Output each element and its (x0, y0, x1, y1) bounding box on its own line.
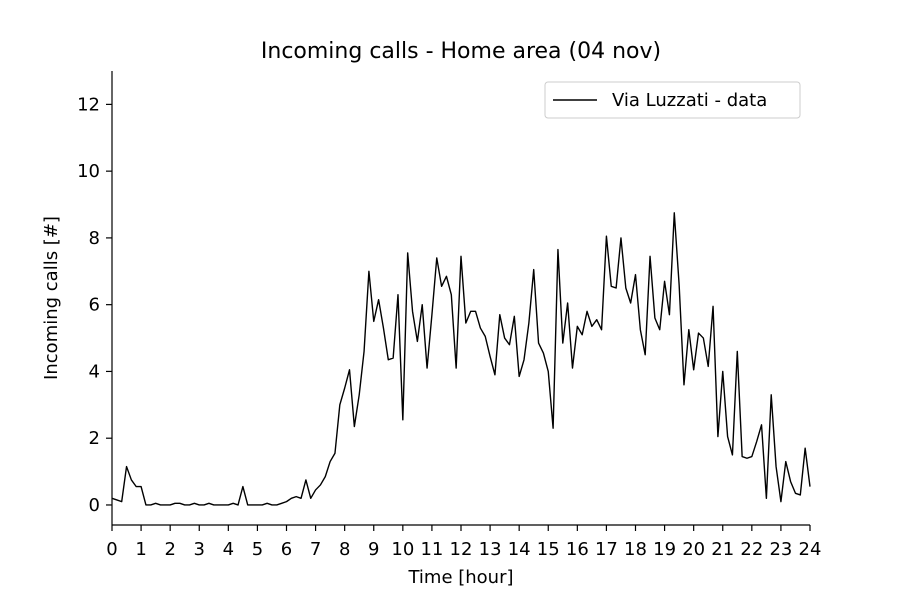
y-axis-label: Incoming calls [#] (41, 216, 62, 380)
x-tick-label: 18 (624, 539, 647, 560)
x-tick-label: 3 (194, 539, 205, 560)
x-tick-label: 1 (135, 539, 146, 560)
x-tick-label: 24 (799, 539, 822, 560)
x-tick-label: 19 (653, 539, 676, 560)
x-tick-label: 2 (164, 539, 175, 560)
y-ticks: 0 2 4 6 8 10 12 (77, 94, 112, 516)
y-tick-label: 12 (77, 94, 100, 115)
x-ticks: 0 1 2 3 4 5 6 7 8 9 10 11 12 13 14 15 16 17 18 19 20 21 22 23 24 (106, 525, 821, 560)
x-tick-label: 11 (420, 539, 443, 560)
legend-label: Via Luzzati - data (612, 90, 767, 111)
y-tick-label: 6 (89, 295, 100, 316)
x-axis-label: Time [hour] (407, 567, 513, 588)
x-tick-label: 16 (566, 539, 589, 560)
legend: Via Luzzati - data (544, 81, 801, 119)
y-tick-label: 8 (89, 228, 100, 249)
x-tick-label: 12 (450, 539, 473, 560)
x-tick-label: 14 (508, 539, 531, 560)
x-tick-label: 13 (479, 539, 502, 560)
chart-title: Incoming calls - Home area (04 nov) (261, 39, 661, 64)
series-line (111, 212, 811, 506)
x-tick-label: 15 (537, 539, 560, 560)
axes (111, 71, 810, 526)
x-tick-label: 5 (252, 539, 263, 560)
series-layer (111, 212, 811, 506)
y-tick-label: 10 (77, 161, 100, 182)
x-tick-label: 20 (682, 539, 705, 560)
x-tick-label: 6 (281, 539, 292, 560)
x-tick-label: 7 (310, 539, 321, 560)
x-tick-label: 23 (769, 539, 792, 560)
legend-box (544, 81, 801, 119)
x-tick-label: 9 (368, 539, 379, 560)
x-tick-label: 8 (339, 539, 350, 560)
x-tick-label: 4 (223, 539, 234, 560)
y-tick-label: 4 (89, 361, 100, 382)
x-tick-label: 10 (391, 539, 414, 560)
x-tick-label: 21 (711, 539, 734, 560)
x-tick-label: 22 (740, 539, 763, 560)
y-tick-label: 0 (89, 495, 100, 516)
x-tick-label: 17 (595, 539, 618, 560)
y-tick-label: 2 (89, 428, 100, 449)
x-tick-label: 0 (106, 539, 117, 560)
